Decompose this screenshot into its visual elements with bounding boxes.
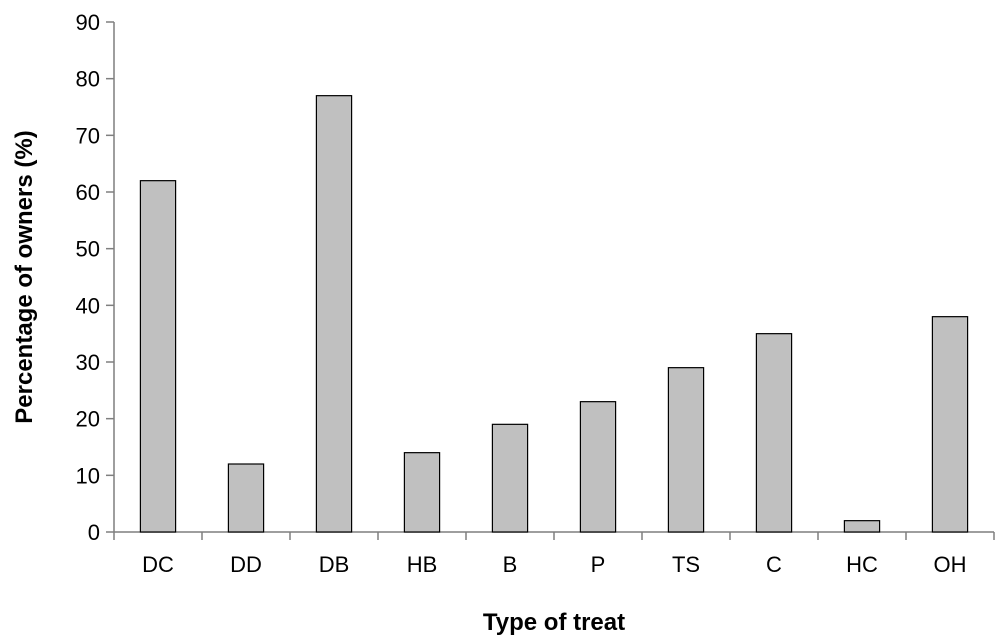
bar-oh <box>931 316 969 533</box>
x-tick-label: HC <box>846 552 878 577</box>
y-tick-label: 40 <box>76 293 100 318</box>
y-tick-label: 50 <box>76 237 100 262</box>
y-tick-label: 80 <box>76 67 100 92</box>
y-tick-label: 90 <box>76 10 100 35</box>
x-tick-label: C <box>766 552 782 577</box>
bar-hc <box>843 520 881 533</box>
x-tick-label: DB <box>319 552 350 577</box>
y-tick-label: 20 <box>76 407 100 432</box>
bar-dd <box>227 463 265 533</box>
bar-db <box>315 95 353 533</box>
y-ticks: 0 10 20 30 40 50 60 70 80 90 <box>76 10 114 545</box>
bars <box>139 95 969 533</box>
x-axis: DC DD DB HB B P TS C HC OH <box>113 531 995 577</box>
x-tick-label: OH <box>934 552 967 577</box>
x-axis-title: Type of treat <box>483 609 625 636</box>
bar-b <box>491 423 529 533</box>
y-axis-title: Percentage of owners (%) <box>11 130 38 423</box>
y-tick-label: 60 <box>76 180 100 205</box>
bar-p <box>579 401 617 533</box>
bar-dc <box>139 180 177 533</box>
bar-ts <box>667 367 705 533</box>
y-tick-label: 0 <box>88 520 100 545</box>
x-tick-label: DC <box>142 552 174 577</box>
y-tick-label: 10 <box>76 463 100 488</box>
y-tick-label: 70 <box>76 123 100 148</box>
bar-hb <box>403 452 441 533</box>
x-tick-label: HB <box>407 552 438 577</box>
x-tick-label: DD <box>230 552 262 577</box>
x-ticks: DC DD DB HB B P TS C HC OH <box>113 532 995 577</box>
x-tick-label: P <box>591 552 606 577</box>
y-tick-label: 30 <box>76 350 100 375</box>
x-tick-label: B <box>503 552 518 577</box>
y-axis: 0 10 20 30 40 50 60 70 80 90 <box>76 10 115 545</box>
x-tick-label: TS <box>672 552 700 577</box>
bar-c <box>755 333 793 533</box>
